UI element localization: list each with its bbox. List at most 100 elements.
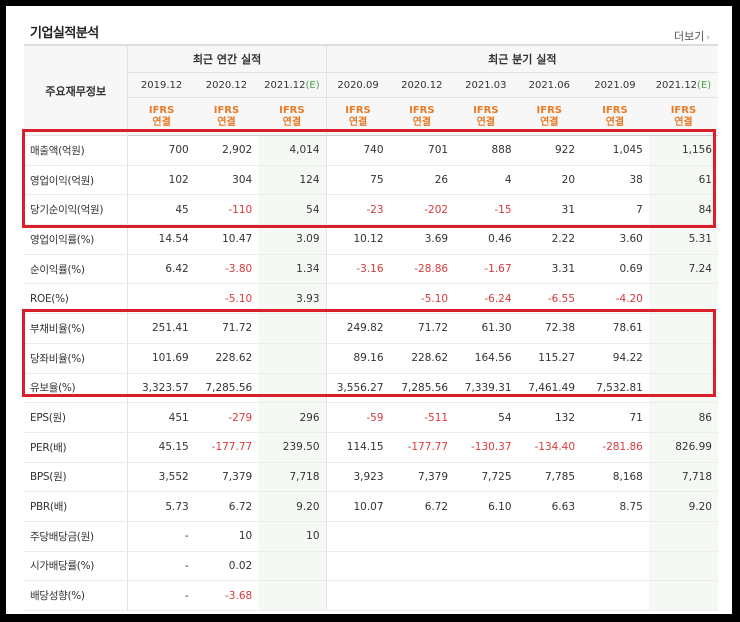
row-label: 배당성향(%) — [24, 580, 129, 611]
table-cell: 45.15 — [127, 432, 195, 463]
table-cell — [389, 521, 455, 552]
ifrs-label: IFRS — [345, 104, 371, 116]
ifrs-label: IFRS — [670, 104, 697, 116]
period-header: 2020.12 — [194, 72, 259, 98]
table-cell: 7,285.56 — [194, 373, 259, 404]
table-cell: 71.72 — [194, 313, 259, 344]
table-cell: 20 — [517, 165, 582, 196]
table-cell: 164.56 — [454, 343, 518, 374]
ifrs-label: IFRS — [473, 104, 499, 116]
period-header: 2021.06 — [517, 72, 582, 98]
table-cell — [325, 521, 390, 552]
table-cell: 54 — [454, 402, 518, 433]
table-cell — [648, 313, 718, 344]
table-cell: 0.02 — [194, 551, 259, 582]
table-cell: 3,323.57 — [127, 373, 195, 404]
table-cell: -279 — [194, 402, 259, 433]
table-cell — [389, 580, 455, 611]
table-row: 시가배당률(%) -0.02 — [24, 551, 718, 582]
table-cell — [258, 551, 327, 582]
table-cell: 7,285.56 — [389, 373, 455, 404]
table-cell: -3.16 — [325, 254, 390, 285]
table-cell: 6.10 — [454, 491, 518, 522]
highlight-box-stability — [22, 309, 716, 397]
table-cell: 45 — [127, 194, 195, 226]
table-cell: 101.69 — [127, 343, 195, 374]
table-cell — [258, 313, 327, 344]
table-cell: -3.68 — [194, 580, 259, 611]
table-cell: 10.07 — [325, 491, 390, 522]
consolidated-label: 연결 — [476, 116, 496, 128]
table-cell: 132 — [517, 402, 582, 433]
table-cell: 0.46 — [454, 224, 518, 255]
section-title: 기업실적분석 — [30, 26, 99, 41]
table-cell: - — [127, 580, 195, 611]
table-cell: 251.41 — [127, 313, 195, 344]
period-header: 2021.09 — [581, 72, 649, 98]
row-label: 시가배당률(%) — [24, 551, 129, 582]
table-cell: 239.50 — [258, 432, 327, 463]
consolidated-label: 연결 — [674, 116, 693, 128]
ifrs-label: IFRS — [148, 104, 175, 116]
table-row: PER(배) 45.15 -177.77 239.50 114.15 -177.77 -13… — [24, 432, 718, 463]
table-cell: 114.15 — [325, 432, 390, 463]
ifrs-label: IFRS — [279, 104, 305, 116]
table-cell: -28.86 — [389, 254, 455, 285]
table-cell: -177.77 — [389, 432, 455, 463]
period-label: 2021.09 — [594, 79, 636, 91]
table-cell: 7,718 — [648, 462, 718, 493]
period-header: 2020.12 — [389, 72, 455, 98]
table-cell: 8.75 — [581, 491, 649, 522]
table-cell: 71 — [581, 402, 649, 433]
table-row: 부채비율(%) 251.41 71.72 249.82 71.72 61.30 72.38 7… — [24, 313, 718, 344]
table-cell: -1.67 — [454, 254, 518, 285]
row-label: 영업이익(억원) — [24, 165, 129, 196]
period-label: 2020.09 — [337, 79, 379, 91]
period-label: 2019.12 — [140, 79, 183, 91]
table-cell — [517, 580, 582, 611]
table-cell — [581, 521, 649, 552]
table-cell: 61 — [648, 165, 718, 196]
period-header: 2021.12(E) — [258, 72, 327, 98]
row-label: 영업이익률(%) — [24, 224, 129, 255]
financial-table: 주요재무정보 최근 연간 실적 최근 분기 실적 2019.12 2020.12 2… — [24, 44, 718, 611]
table-cell: 888 — [454, 135, 518, 166]
table-cell — [581, 580, 649, 611]
table-cell: 3,923 — [325, 462, 390, 493]
period-header: 2019.12 — [127, 72, 195, 98]
table-cell: 3.09 — [258, 224, 327, 255]
table-row: EPS(원) 451 -279 296 -59 -511 54 132 71 86 — [24, 402, 718, 433]
consolidated-label: 연결 — [605, 116, 625, 128]
table-cell — [517, 551, 582, 582]
table-cell: 38 — [581, 165, 649, 196]
table-cell: 8,168 — [581, 462, 649, 493]
table-cell: 740 — [325, 135, 390, 166]
table-cell: - — [127, 551, 195, 582]
table-row: PBR(배) 5.73 6.72 9.20 10.07 6.72 6.10 6.63 8.75 9… — [24, 491, 718, 522]
row-label-header: 주요재무정보 — [24, 44, 129, 136]
table-cell: 5.73 — [127, 491, 195, 522]
period-header: 2021.12(E) — [648, 72, 718, 98]
period-label: 2021.12 — [264, 79, 306, 91]
table-cell: 61.30 — [454, 313, 518, 344]
table-cell: 2,902 — [194, 135, 259, 166]
table-cell: 9.20 — [648, 491, 718, 522]
table-cell — [325, 551, 390, 582]
quarter-group-header: 최근 분기 실적 — [325, 44, 718, 73]
annual-group-header: 최근 연간 실적 — [127, 44, 327, 73]
table-cell: 10 — [258, 521, 327, 552]
table-cell — [517, 521, 582, 552]
row-label: PER(배) — [24, 432, 129, 463]
table-cell: 700 — [127, 135, 195, 166]
table-cell: 10 — [194, 521, 259, 552]
table-cell: 1,156 — [648, 135, 718, 166]
estimate-mark: (E) — [697, 79, 712, 91]
table-cell — [648, 373, 718, 404]
more-link[interactable]: 더보기 › — [674, 28, 710, 44]
table-cell: 249.82 — [325, 313, 390, 344]
row-label: 당기순이익(억원) — [24, 194, 129, 226]
table-cell — [325, 580, 390, 611]
table-cell: 7,339.31 — [454, 373, 518, 404]
highlight-box-income — [22, 129, 716, 228]
table-cell — [389, 551, 455, 582]
